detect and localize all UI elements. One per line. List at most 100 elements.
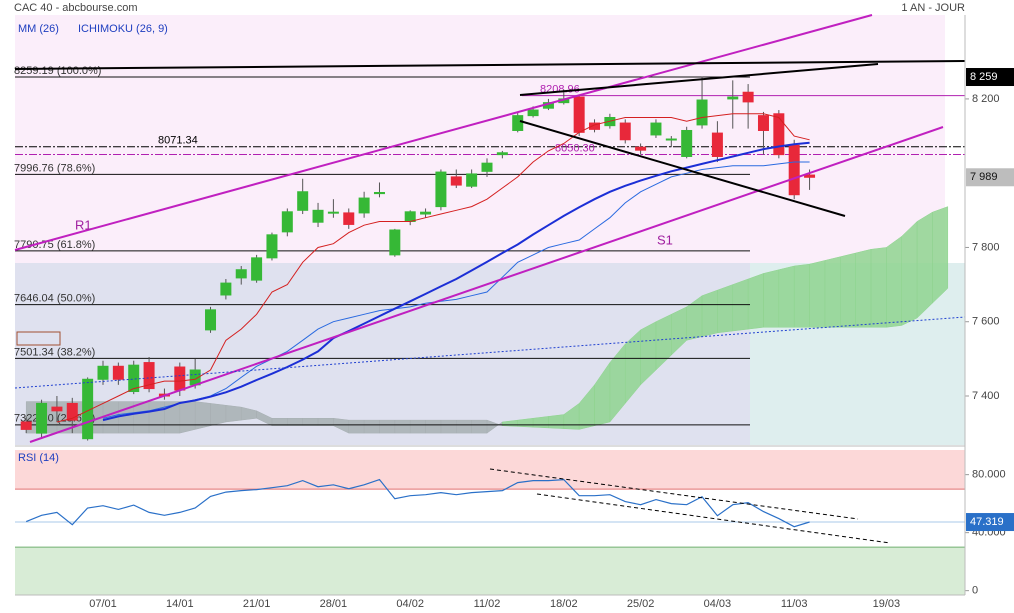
price-label: 8 259 bbox=[970, 71, 998, 83]
y-tick-label: 8 200 bbox=[972, 93, 1000, 105]
cloud bbox=[456, 419, 472, 434]
candle-body bbox=[757, 115, 769, 131]
cloud bbox=[394, 419, 411, 434]
candle-body bbox=[435, 171, 447, 208]
cloud bbox=[379, 419, 396, 434]
y-tick-label: 7 600 bbox=[972, 316, 1000, 328]
candle-body bbox=[251, 257, 263, 281]
y-tick-label: 0 bbox=[972, 585, 978, 597]
candle-body bbox=[466, 173, 478, 187]
candle-body bbox=[205, 309, 217, 331]
candle-body bbox=[97, 365, 109, 380]
cloud bbox=[855, 248, 872, 328]
oversold-zone bbox=[15, 547, 965, 595]
cloud bbox=[440, 419, 457, 434]
cloud bbox=[824, 256, 841, 328]
candle-body bbox=[312, 209, 324, 223]
x-tick-label: 07/01 bbox=[89, 598, 117, 610]
cloud bbox=[409, 419, 426, 434]
candle-body bbox=[773, 113, 785, 156]
cloud bbox=[870, 247, 887, 328]
x-tick-label: 21/01 bbox=[243, 598, 271, 610]
candle-body bbox=[343, 212, 355, 225]
y-tick-label: 80.000 bbox=[972, 469, 1006, 481]
candle-body bbox=[804, 174, 816, 178]
legend-ma: MM (26) bbox=[18, 23, 59, 35]
overbought-zone bbox=[15, 450, 965, 490]
price-label: 7 989 bbox=[970, 171, 998, 183]
level-label: 8071.34 bbox=[158, 135, 198, 147]
candle-body bbox=[589, 122, 601, 130]
header-period: 1 AN - JOUR bbox=[901, 2, 965, 14]
candle-body bbox=[650, 122, 662, 136]
trend-line bbox=[519, 63, 879, 96]
candle-body bbox=[727, 96, 739, 100]
candle-body bbox=[373, 191, 385, 195]
cloud bbox=[747, 273, 764, 330]
candle-body bbox=[82, 378, 94, 440]
cloud bbox=[348, 419, 365, 434]
cloud bbox=[778, 265, 795, 328]
annotation: S1 bbox=[657, 232, 673, 247]
x-tick-label: 11/03 bbox=[781, 598, 808, 610]
x-tick-label: 04/03 bbox=[704, 598, 732, 610]
candle-body bbox=[389, 229, 401, 256]
cloud bbox=[886, 235, 902, 328]
trend-line bbox=[519, 120, 846, 217]
candle-body bbox=[327, 211, 339, 214]
candle-body bbox=[635, 146, 647, 151]
candle-body bbox=[66, 402, 78, 421]
candle-body bbox=[297, 191, 309, 211]
cloud bbox=[532, 416, 549, 429]
cloud bbox=[179, 401, 196, 434]
annotation: R1 bbox=[75, 217, 92, 232]
candle-body bbox=[512, 115, 524, 131]
candle-body bbox=[281, 211, 293, 233]
candle-body bbox=[711, 132, 723, 157]
fib-label: 8259.19 (100.0%) bbox=[14, 65, 101, 77]
fib-label: 7646.04 (50.0%) bbox=[14, 293, 95, 305]
candle-body bbox=[143, 362, 155, 390]
candle-body bbox=[573, 96, 585, 133]
cloud bbox=[517, 417, 534, 428]
candle-body bbox=[36, 402, 48, 434]
level-label: 8050.30 bbox=[555, 142, 595, 154]
cloud bbox=[793, 263, 810, 328]
rsi-trend bbox=[536, 493, 891, 544]
candle-body bbox=[420, 211, 432, 215]
candle-body bbox=[742, 91, 754, 103]
y-tick-label: 7 800 bbox=[972, 241, 1000, 253]
x-tick-label: 11/02 bbox=[474, 598, 501, 610]
x-tick-label: 28/01 bbox=[320, 598, 348, 610]
candle-body bbox=[481, 162, 493, 172]
cloud bbox=[425, 419, 442, 434]
y-tick-label: 7 400 bbox=[972, 390, 1000, 402]
legend-ichimoku: ICHIMOKU (26, 9) bbox=[78, 23, 168, 35]
x-tick-label: 14/01 bbox=[166, 598, 194, 610]
channel-lower bbox=[29, 126, 944, 443]
tenkan-line bbox=[56, 113, 810, 423]
cloud bbox=[840, 252, 856, 328]
last-value-box bbox=[966, 513, 1014, 532]
rsi-title: RSI (14) bbox=[18, 452, 59, 464]
rsi-trend bbox=[489, 468, 859, 520]
x-tick-label: 25/02 bbox=[627, 598, 655, 610]
cloud bbox=[809, 260, 826, 328]
box bbox=[16, 331, 61, 346]
candle-body bbox=[788, 144, 800, 196]
ma-line bbox=[102, 141, 810, 422]
cloud bbox=[148, 401, 165, 434]
x-tick-label: 04/02 bbox=[396, 598, 424, 610]
cloud bbox=[932, 206, 949, 304]
candle-body bbox=[404, 211, 416, 222]
candle-body bbox=[266, 234, 278, 259]
candle-body bbox=[220, 282, 232, 296]
cloud bbox=[701, 289, 718, 337]
cloud bbox=[901, 220, 918, 326]
rsi-line bbox=[25, 478, 810, 528]
candle-body bbox=[358, 197, 370, 214]
candle-body bbox=[527, 109, 539, 117]
cloud bbox=[471, 419, 488, 434]
cloud bbox=[548, 414, 565, 429]
